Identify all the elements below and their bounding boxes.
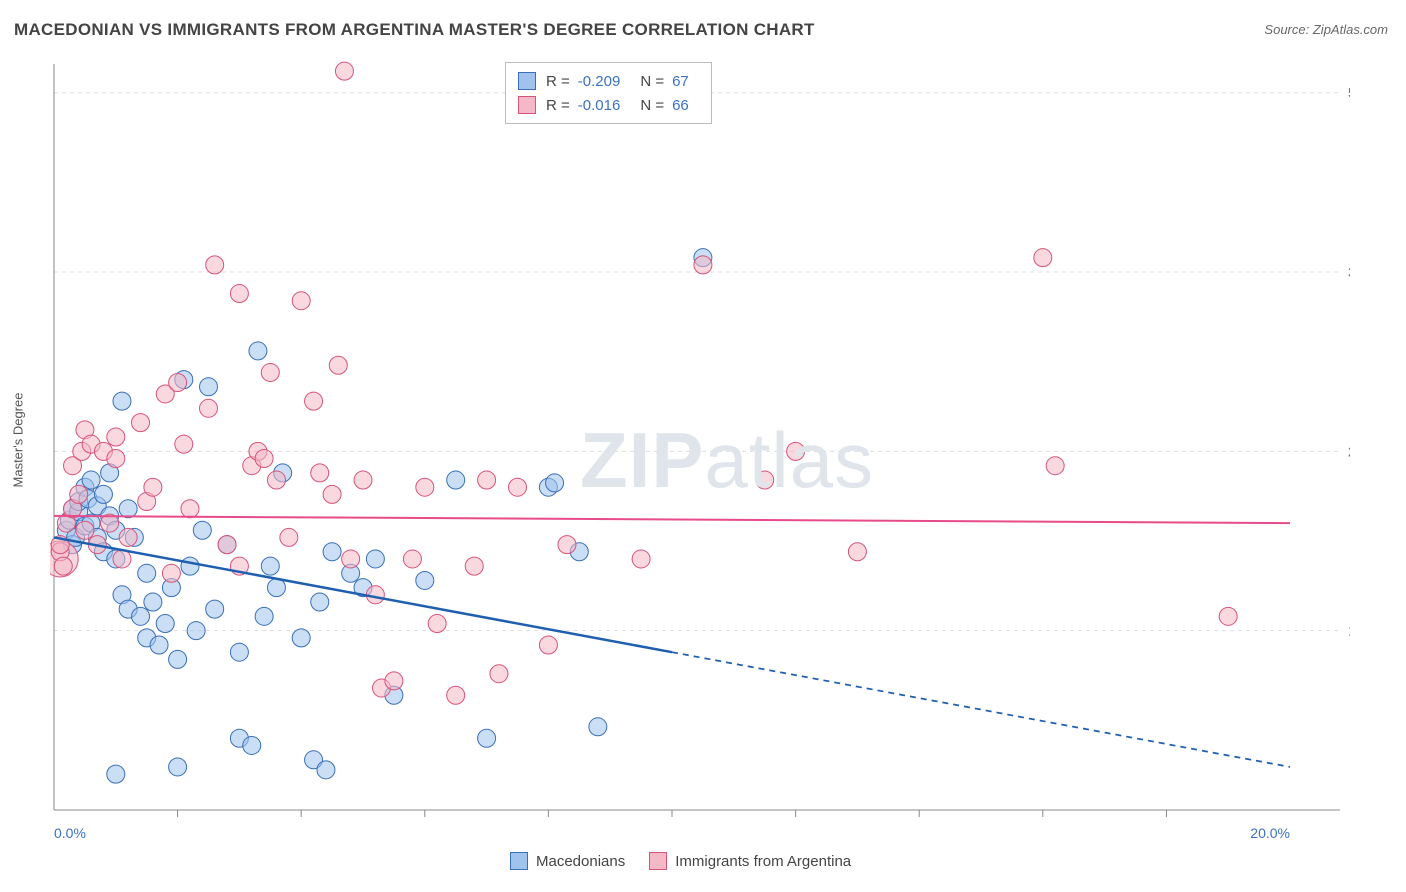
- r-label: R =: [546, 73, 570, 90]
- legend-item: Macedonians: [510, 852, 625, 870]
- y-axis-label: Master's Degree: [11, 393, 26, 488]
- plot-area: 12.5%25.0%37.5%50.0%0.0%20.0% ZIPatlas R…: [50, 60, 1350, 840]
- chart-svg: 12.5% 25.0% 37.5% 50.0% 0.0% 20.0%: [50, 60, 1350, 840]
- n-label: N =: [640, 73, 664, 90]
- legend-swatch: [649, 852, 667, 870]
- n-label: N =: [640, 97, 664, 114]
- legend-swatch: [518, 96, 536, 114]
- n-value: 67: [672, 73, 689, 90]
- x-tick-label: 20.0%: [1250, 825, 1290, 840]
- y-tick-label: 25.0%: [1348, 443, 1350, 459]
- y-tick-label: 50.0%: [1348, 85, 1350, 101]
- stats-legend-row: R = -0.016 N = 66: [518, 93, 699, 117]
- stats-legend-row: R = -0.209 N = 67: [518, 69, 699, 93]
- legend-swatch: [518, 72, 536, 90]
- chart-title: MACEDONIAN VS IMMIGRANTS FROM ARGENTINA …: [14, 20, 815, 40]
- x-tick-label: 0.0%: [54, 825, 86, 840]
- source-name: ZipAtlas.com: [1313, 22, 1388, 37]
- y-tick-label: 37.5%: [1348, 264, 1350, 280]
- bottom-legend: Macedonians Immigrants from Argentina: [510, 852, 851, 870]
- legend-label: Immigrants from Argentina: [675, 853, 851, 870]
- legend-swatch: [510, 852, 528, 870]
- y-tick-label: 12.5%: [1348, 623, 1350, 639]
- r-label: R =: [546, 97, 570, 114]
- legend-label: Macedonians: [536, 853, 625, 870]
- source-attribution: Source: ZipAtlas.com: [1264, 22, 1388, 37]
- r-value: -0.016: [578, 97, 621, 114]
- n-value: 66: [672, 97, 689, 114]
- source-label: Source:: [1264, 22, 1309, 37]
- r-value: -0.209: [578, 73, 621, 90]
- stats-legend: R = -0.209 N = 67 R = -0.016 N = 66: [505, 62, 712, 124]
- legend-item: Immigrants from Argentina: [649, 852, 851, 870]
